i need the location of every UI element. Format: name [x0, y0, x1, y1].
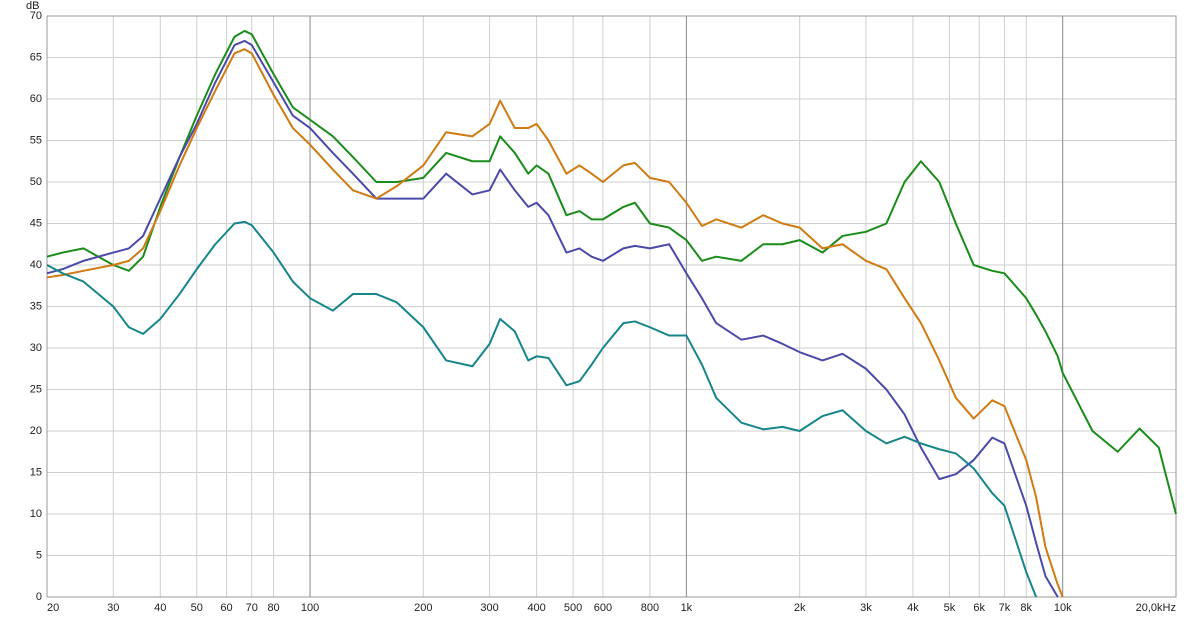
- series-line: [46, 39, 1059, 598]
- x-tick-label: 300: [480, 602, 498, 614]
- series-line: [46, 29, 1177, 515]
- y-tick-label: 25: [30, 383, 42, 395]
- x-tick-label: 20,0kHz: [1136, 602, 1176, 614]
- y-tick-label: 60: [30, 93, 42, 105]
- x-tick-label: 100: [301, 602, 319, 614]
- series-line: [46, 48, 1064, 598]
- y-tick-label: 50: [30, 176, 42, 188]
- x-tick-label: 600: [594, 602, 612, 614]
- y-tick-label: 0: [36, 591, 42, 603]
- series-line: [46, 220, 1038, 598]
- y-tick-label: 10: [30, 508, 42, 520]
- y-axis-label: dB: [26, 0, 39, 12]
- x-tick-label: 400: [527, 602, 545, 614]
- y-tick-label: 30: [30, 342, 42, 354]
- y-tick-label: 5: [36, 549, 42, 561]
- x-tick-label: 60: [220, 602, 232, 614]
- x-tick-label: 6k: [973, 602, 985, 614]
- y-tick-label: 55: [30, 134, 42, 146]
- x-tick-label: 4k: [907, 602, 919, 614]
- x-tick-label: 30: [107, 602, 119, 614]
- x-tick-label: 10k: [1054, 602, 1072, 614]
- x-tick-label: 70: [246, 602, 258, 614]
- x-tick-label: 5k: [944, 602, 956, 614]
- x-tick-label: 80: [267, 602, 279, 614]
- x-tick-label: 2k: [794, 602, 806, 614]
- x-tick-label: 40: [154, 602, 166, 614]
- x-tick-label: 200: [414, 602, 432, 614]
- x-tick-label: 20: [47, 602, 59, 614]
- x-tick-label: 800: [641, 602, 659, 614]
- x-tick-label: 500: [564, 602, 582, 614]
- y-tick-label: 65: [30, 51, 42, 63]
- y-tick-label: 45: [30, 217, 42, 229]
- x-tick-label: 1k: [681, 602, 693, 614]
- x-tick-label: 50: [191, 602, 203, 614]
- y-tick-label: 40: [30, 259, 42, 271]
- x-tick-label: 3k: [860, 602, 872, 614]
- y-tick-label: 20: [30, 425, 42, 437]
- y-tick-label: 70: [30, 10, 42, 22]
- y-tick-label: 35: [30, 300, 42, 312]
- plot-border: [46, 15, 1177, 598]
- y-tick-label: 15: [30, 466, 42, 478]
- x-tick-label: 7k: [999, 602, 1011, 614]
- x-tick-label: 8k: [1020, 602, 1032, 614]
